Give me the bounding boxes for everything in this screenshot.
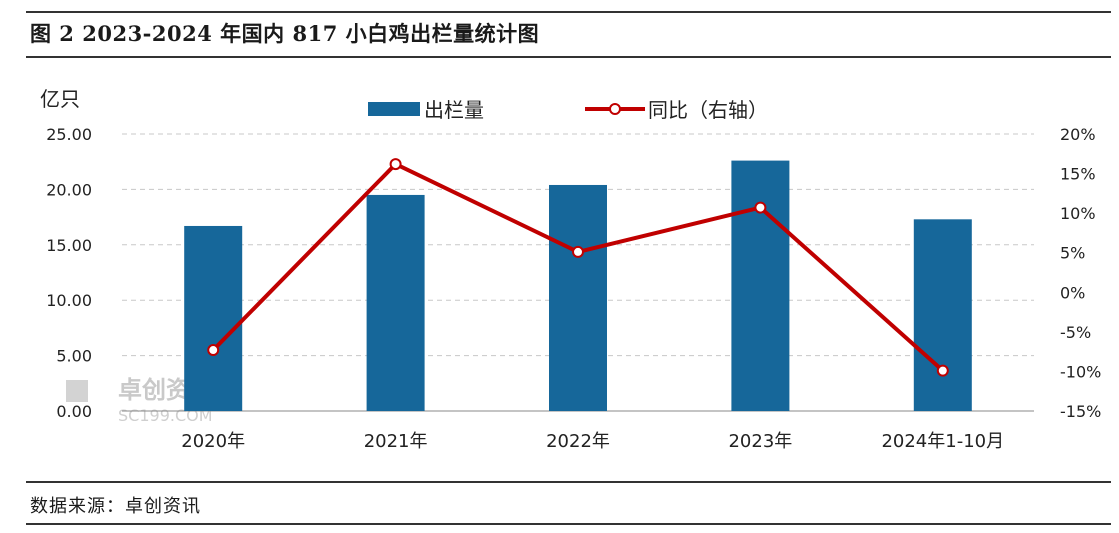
y-tick-label: 15.00 xyxy=(46,236,92,255)
watermark-logo-icon xyxy=(66,380,88,402)
legend-line-label: 同比（右轴） xyxy=(648,98,768,122)
y-tick-label: 25.00 xyxy=(46,125,92,144)
source-note: 数据来源：卓创资讯 xyxy=(30,496,201,517)
y2-tick-label: -5% xyxy=(1060,323,1091,342)
y-tick-label: 5.00 xyxy=(56,347,92,366)
chart-title: 图 2 2023-2024 年国内 817 小白鸡出栏量统计图 xyxy=(30,21,540,46)
x-tick-label: 2022年 xyxy=(546,431,610,452)
y2-tick-label: -15% xyxy=(1060,402,1101,421)
legend-line-marker xyxy=(609,103,621,115)
bar xyxy=(366,194,425,411)
chart-area: 卓创资讯SC199.COM0.005.0010.0015.0020.0025.0… xyxy=(40,87,1101,452)
x-tick-label: 2023年 xyxy=(728,431,792,452)
y2-tick-label: -10% xyxy=(1060,362,1101,381)
legend-bar-label: 出栏量 xyxy=(424,98,484,122)
y2-tick-label: 0% xyxy=(1060,283,1085,302)
bottom-rule-lower xyxy=(26,523,1111,525)
legend-bar-swatch xyxy=(368,102,420,116)
line-marker xyxy=(389,158,402,171)
x-tick-label: 2020年 xyxy=(181,431,245,452)
y2-tick-label: 15% xyxy=(1060,165,1096,184)
line-marker xyxy=(207,344,220,357)
line-marker xyxy=(936,364,949,377)
title-rule xyxy=(26,56,1111,58)
x-tick-label: 2021年 xyxy=(364,431,428,452)
y2-tick-label: 5% xyxy=(1060,244,1085,263)
y-axis-unit: 亿只 xyxy=(40,87,80,111)
bar xyxy=(184,225,243,411)
y-tick-label: 0.00 xyxy=(56,402,92,421)
bar xyxy=(913,219,972,411)
y-tick-label: 20.00 xyxy=(46,180,92,199)
bar xyxy=(549,184,607,411)
top-rule xyxy=(26,11,1111,13)
line-marker xyxy=(572,245,584,258)
bottom-rule-upper xyxy=(26,481,1111,483)
line-marker xyxy=(754,201,767,214)
y-tick-label: 10.00 xyxy=(46,291,92,310)
x-tick-label: 2024年1-10月 xyxy=(881,431,1004,452)
y2-tick-label: 10% xyxy=(1060,204,1096,223)
bar xyxy=(731,160,790,411)
y2-tick-label: 20% xyxy=(1060,125,1096,144)
